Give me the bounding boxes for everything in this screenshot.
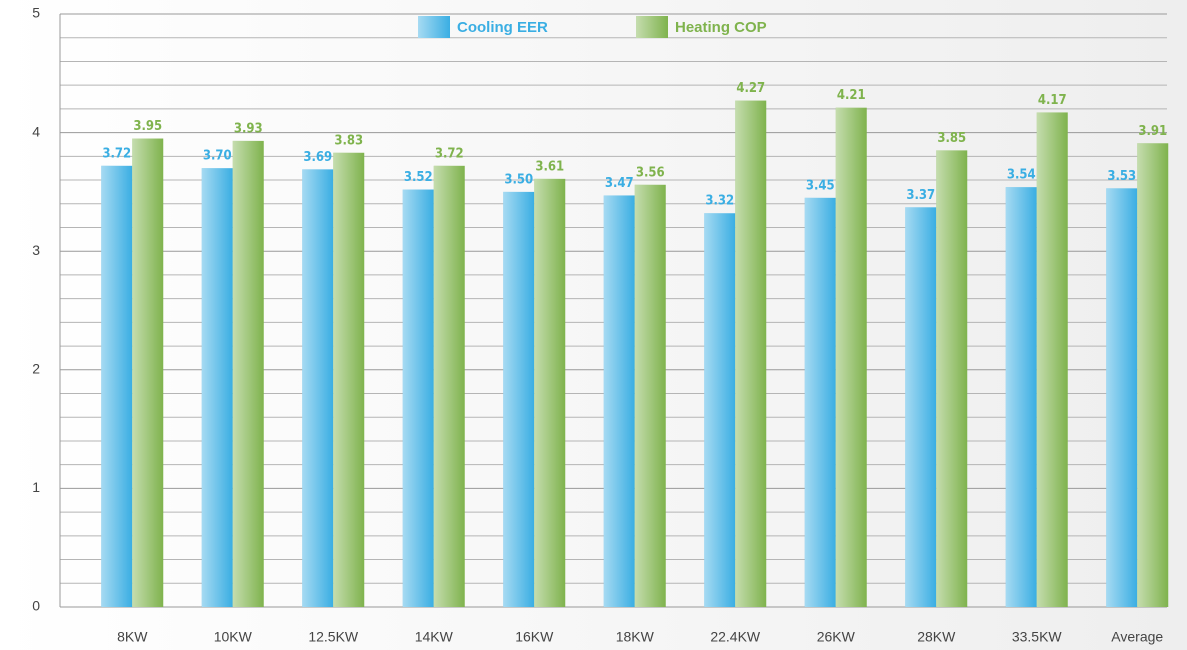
bar-highlight <box>936 150 968 607</box>
value-label: 3.95 <box>133 119 162 134</box>
y-tick-label: 2 <box>32 361 40 377</box>
bar-highlight <box>402 189 434 607</box>
x-tick-label: 16KW <box>515 629 554 645</box>
value-label: 3.47 <box>605 176 634 191</box>
value-label: 3.61 <box>535 159 564 174</box>
value-label: 3.50 <box>504 172 533 187</box>
value-label: 3.85 <box>937 131 966 146</box>
value-label: 3.37 <box>906 188 935 203</box>
value-label: 3.54 <box>1007 168 1036 183</box>
value-label: 3.70 <box>203 149 232 164</box>
bar-highlight <box>634 184 666 607</box>
x-tick-label: 28KW <box>917 629 956 645</box>
bar-highlight <box>905 207 937 607</box>
x-tick-label: 10KW <box>214 629 253 645</box>
value-label: 3.32 <box>705 194 734 209</box>
legend-label: Cooling EER <box>457 19 548 36</box>
value-label: 3.72 <box>102 146 131 161</box>
value-label: 4.27 <box>736 81 765 96</box>
x-tick-label: 14KW <box>415 629 454 645</box>
bar-highlight <box>302 169 334 607</box>
bar-highlight <box>704 213 736 608</box>
y-tick-label: 4 <box>32 123 40 139</box>
value-label: 3.52 <box>404 170 433 185</box>
x-tick-label: Average <box>1111 629 1163 645</box>
x-tick-label: 33.5KW <box>1012 629 1063 645</box>
x-tick-label: 18KW <box>616 629 655 645</box>
value-label: 3.83 <box>334 133 363 148</box>
x-tick-label: 22.4KW <box>710 629 761 645</box>
bar-highlight <box>1106 188 1138 608</box>
y-tick-label: 5 <box>32 5 40 21</box>
bar-highlight <box>101 165 133 608</box>
value-label: 3.72 <box>435 146 464 161</box>
value-label: 4.17 <box>1038 93 1067 108</box>
value-label: 3.91 <box>1138 124 1167 139</box>
value-label: 3.93 <box>234 121 263 136</box>
x-tick-label: 8KW <box>117 629 148 645</box>
bar-highlight <box>132 138 164 607</box>
value-label: 3.56 <box>636 165 665 180</box>
bar-highlight <box>603 195 635 607</box>
legend-swatch-highlight <box>418 16 450 38</box>
bar-highlight <box>201 168 233 607</box>
y-tick-label: 3 <box>32 242 40 258</box>
value-label: 4.21 <box>837 88 866 103</box>
bar-highlight <box>1036 112 1068 608</box>
bar-highlight <box>503 191 535 607</box>
bar-highlight <box>534 178 566 607</box>
bar-highlight <box>804 197 836 607</box>
y-tick-label: 1 <box>32 479 40 495</box>
bar-highlight <box>835 107 867 607</box>
bar-highlight <box>1137 143 1169 608</box>
legend-swatch-highlight <box>636 16 668 38</box>
value-label: 3.69 <box>303 150 332 165</box>
legend-label: Heating COP <box>675 19 767 36</box>
x-tick-label: 12.5KW <box>308 629 359 645</box>
value-label: 3.53 <box>1107 169 1136 184</box>
y-tick-label: 0 <box>32 598 40 614</box>
bar-highlight <box>333 152 365 607</box>
value-label: 3.45 <box>806 178 835 193</box>
bar-highlight <box>735 100 767 607</box>
bar-highlight <box>232 140 264 608</box>
bar-highlight <box>433 165 465 608</box>
x-tick-label: 26KW <box>817 629 856 645</box>
bar-highlight <box>1005 187 1037 607</box>
